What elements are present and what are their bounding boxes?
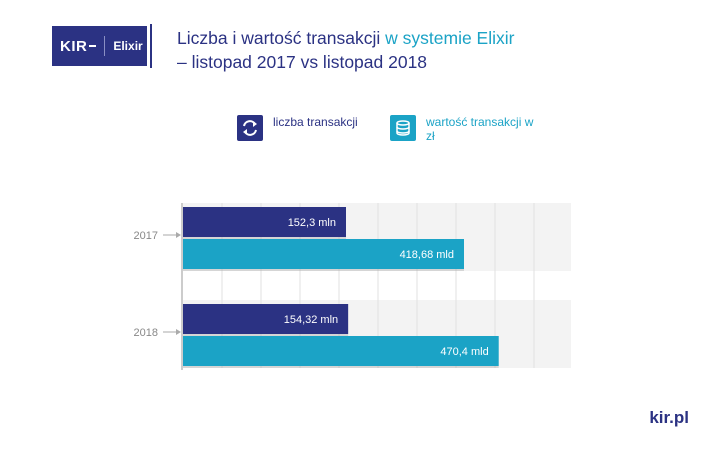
- category-tick-arrow: [176, 232, 181, 238]
- legend-item-count: liczba transakcji: [237, 115, 383, 141]
- page-title: Liczba i wartość transakcji w systemie E…: [177, 26, 597, 74]
- bar-value-2017: [183, 239, 464, 269]
- bar-shadow: [183, 334, 349, 336]
- logo-dash: [89, 45, 97, 47]
- bar-count-2018: [183, 304, 349, 334]
- category-tick-arrow: [176, 329, 181, 335]
- data-label: 152,3 mln: [288, 217, 336, 229]
- kir-elixir-logo: KIR Elixir: [52, 26, 147, 66]
- data-label: 470,4 mld: [440, 346, 488, 358]
- title-highlight: w systemie Elixir: [385, 28, 515, 48]
- category-label-2018: 2018: [134, 327, 158, 339]
- bar-shadow: [183, 366, 499, 368]
- logo-kir-text: KIR: [60, 37, 88, 55]
- category-label-2017: 2017: [134, 230, 158, 242]
- bar-count-2017: [183, 207, 346, 237]
- title-part1: Liczba i wartość transakcji: [177, 28, 386, 48]
- title-part2: – listopad 2017 vs listopad 2018: [177, 52, 428, 72]
- site-url[interactable]: kir.pl: [649, 408, 689, 427]
- logo-elixir-text: Elixir: [113, 39, 143, 53]
- legend-item-value: wartość transakcji w zł: [390, 115, 536, 143]
- exchange-icon: [237, 115, 263, 141]
- header-divider: [150, 24, 152, 68]
- data-label: 418,68 mld: [400, 249, 454, 261]
- bar-value-2018: [183, 336, 499, 366]
- legend-label-count: liczba transakcji: [273, 115, 358, 129]
- bar-shadow: [183, 237, 346, 239]
- bar-shadow: [183, 269, 464, 271]
- logo-separator: [104, 36, 106, 56]
- data-label: 154,32 mln: [284, 314, 338, 326]
- coins-icon: [390, 115, 416, 141]
- legend-label-value: wartość transakcji w zł: [426, 115, 534, 143]
